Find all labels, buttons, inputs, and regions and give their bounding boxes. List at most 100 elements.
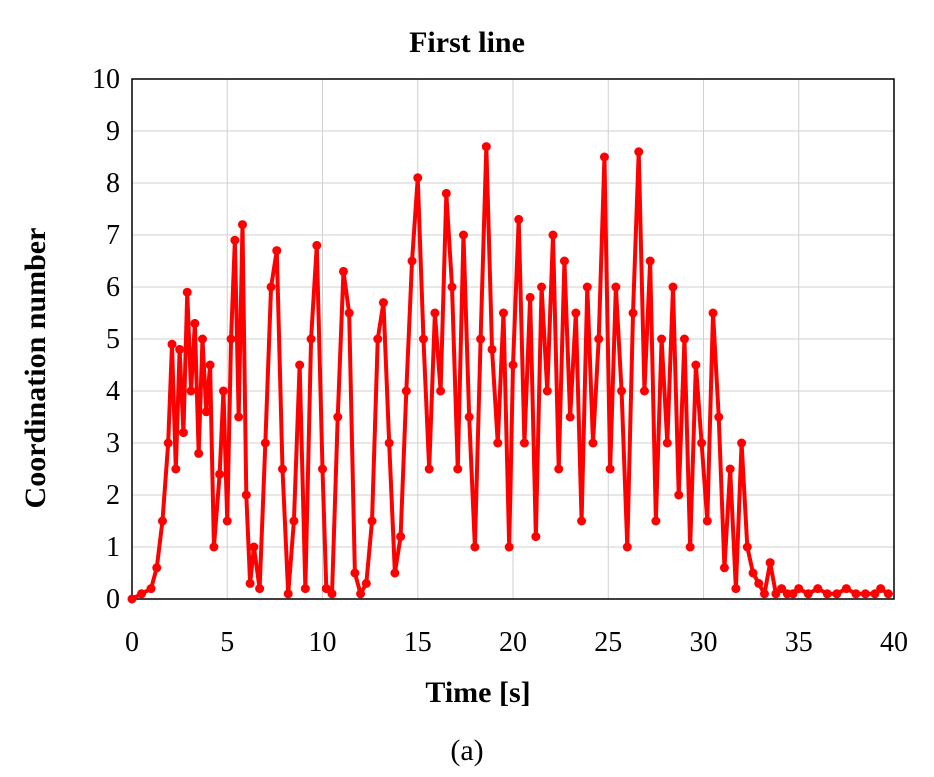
data-point xyxy=(378,298,388,308)
data-point xyxy=(514,214,524,224)
data-point xyxy=(525,292,535,302)
data-point xyxy=(498,308,508,318)
data-point xyxy=(333,412,343,422)
data-point xyxy=(876,584,886,594)
data-point xyxy=(537,282,547,292)
data-point xyxy=(765,558,775,568)
data-point xyxy=(186,386,196,396)
data-point xyxy=(321,584,331,594)
data-point xyxy=(662,438,672,448)
data-point xyxy=(822,589,832,599)
y-tick-label: 1 xyxy=(106,532,120,563)
y-tick-label: 10 xyxy=(92,64,120,95)
data-point xyxy=(175,344,185,354)
data-point xyxy=(356,589,366,599)
data-point xyxy=(634,147,644,157)
data-point xyxy=(245,578,255,588)
data-point xyxy=(167,339,177,349)
data-point xyxy=(542,386,552,396)
data-point xyxy=(708,308,718,318)
data-point xyxy=(453,464,463,474)
data-point xyxy=(237,220,247,230)
data-point xyxy=(373,334,383,344)
data-point xyxy=(685,542,695,552)
data-point xyxy=(470,542,480,552)
data-point xyxy=(430,308,440,318)
data-point xyxy=(605,464,615,474)
data-point xyxy=(318,464,327,474)
y-tick-label: 5 xyxy=(106,324,120,355)
data-point xyxy=(401,386,411,396)
data-point xyxy=(628,308,638,318)
data-point xyxy=(272,246,282,256)
data-point xyxy=(508,360,518,370)
series-layer xyxy=(127,142,894,604)
data-point xyxy=(639,386,649,396)
figure-caption: (a) xyxy=(450,734,483,767)
x-tick-label: 20 xyxy=(499,627,527,658)
data-point xyxy=(436,386,446,396)
plot-area-frame xyxy=(131,78,895,600)
data-point xyxy=(137,589,147,599)
data-point xyxy=(266,282,276,292)
data-point xyxy=(759,589,769,599)
y-tick-label: 8 xyxy=(106,168,120,199)
data-point xyxy=(464,412,474,422)
chart-title: First line xyxy=(409,26,525,59)
x-tick-label: 0 xyxy=(125,627,139,658)
data-point xyxy=(519,438,529,448)
data-point xyxy=(367,516,377,526)
data-point xyxy=(559,256,569,266)
data-point xyxy=(702,516,712,526)
data-point xyxy=(599,152,609,162)
x-tick-label: 5 xyxy=(220,627,234,658)
data-point xyxy=(390,568,400,578)
data-point xyxy=(851,589,861,599)
data-point xyxy=(841,584,851,594)
data-point xyxy=(748,568,758,578)
data-point xyxy=(384,438,394,448)
data-point xyxy=(571,308,581,318)
y-tick-label: 6 xyxy=(106,272,120,303)
y-tick-label: 7 xyxy=(106,220,120,251)
data-point xyxy=(487,344,497,354)
data-point xyxy=(178,428,188,438)
x-tick-label: 30 xyxy=(690,627,718,658)
data-point xyxy=(617,386,627,396)
data-point xyxy=(582,282,592,292)
data-point xyxy=(157,516,167,526)
data-point xyxy=(476,334,486,344)
data-point xyxy=(361,578,371,588)
data-point xyxy=(731,584,741,594)
data-point xyxy=(260,438,270,448)
data-point xyxy=(344,308,354,318)
data-point xyxy=(725,464,735,474)
data-point xyxy=(548,230,558,240)
y-tick-label: 3 xyxy=(106,428,120,459)
data-point xyxy=(697,438,707,448)
data-point xyxy=(241,490,251,500)
data-point xyxy=(441,188,451,198)
y-axis-title: Coordination number xyxy=(19,228,52,509)
data-point xyxy=(447,282,457,292)
data-point xyxy=(295,360,305,370)
data-point xyxy=(611,282,621,292)
data-point xyxy=(481,142,491,152)
data-point xyxy=(226,334,236,344)
data-point xyxy=(860,589,870,599)
data-point xyxy=(171,464,181,474)
data-point xyxy=(182,287,192,297)
data-point xyxy=(531,532,541,542)
data-point xyxy=(306,334,316,344)
data-point xyxy=(622,542,632,552)
data-point xyxy=(289,516,299,526)
data-point xyxy=(190,318,200,328)
data-point xyxy=(651,516,661,526)
y-tick-label: 4 xyxy=(106,376,120,407)
data-point xyxy=(803,589,813,599)
data-point xyxy=(777,584,787,594)
data-point xyxy=(788,589,798,599)
data-point xyxy=(771,589,781,599)
x-tick-label: 40 xyxy=(880,627,908,658)
